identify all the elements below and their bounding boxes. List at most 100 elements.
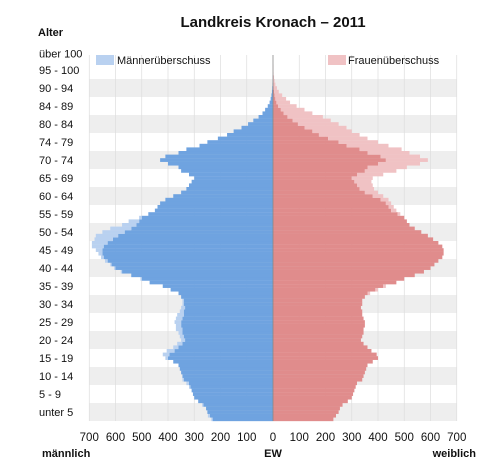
female-bar (273, 374, 364, 378)
female-bar (273, 370, 365, 375)
male-bar (253, 118, 273, 123)
female-bar (273, 259, 439, 263)
male-bar (192, 392, 273, 396)
female-bar (273, 237, 434, 242)
y-axis-title: Alter (38, 27, 64, 39)
female-bar (273, 161, 378, 166)
age-label: 80 - 84 (39, 119, 73, 131)
female-bar (273, 284, 384, 288)
male-bar (233, 129, 273, 134)
male-excess-bar (211, 417, 213, 422)
male-excess-bar (175, 323, 182, 328)
female-excess-bar (278, 104, 297, 108)
male-excess-bar (139, 215, 142, 220)
female-bar (273, 187, 360, 191)
female-bar (273, 212, 398, 216)
male-bar (118, 233, 273, 238)
male-bar (270, 97, 273, 101)
male-bar (131, 226, 273, 231)
age-label: 70 - 74 (39, 155, 73, 167)
female-bar (273, 298, 363, 303)
male-bar (182, 331, 273, 335)
male-bar (189, 183, 273, 188)
male-bar (183, 377, 273, 382)
male-excess-bar (140, 277, 142, 281)
female-bar (273, 320, 365, 324)
female-excess-bar (304, 125, 347, 130)
age-label: 90 - 94 (39, 83, 73, 95)
female-bar (273, 233, 428, 238)
female-excess-bar (273, 79, 275, 83)
male-excess-bar (114, 266, 116, 270)
male-excess-bar (166, 349, 175, 353)
legend-female-label: Frauenüberschuss (348, 55, 440, 67)
male-bar (111, 262, 273, 267)
male-bar (112, 237, 273, 242)
female-bar (273, 89, 275, 94)
male-bar (189, 381, 273, 386)
male-excess-bar (102, 230, 125, 234)
female-bar (273, 93, 275, 98)
female-bar (273, 255, 443, 260)
legend-male: Männerüberschuss (96, 55, 211, 67)
female-excess-bar (328, 136, 368, 141)
age-axis-labels: unter 5 5 - 9 10 - 14 15 - 19 20 - 24 25 - 29… (39, 48, 82, 419)
female-excess-bar (338, 140, 378, 144)
age-label: 30 - 34 (39, 299, 73, 311)
male-bar (107, 241, 273, 245)
male-bar (107, 259, 273, 263)
male-bar (162, 284, 273, 288)
male-excess-bar (177, 341, 183, 346)
female-bar (273, 352, 377, 357)
x-tick-label: 400 (368, 432, 387, 444)
male-bar (198, 399, 273, 404)
female-bar (273, 201, 386, 206)
female-excess-bar (276, 100, 291, 105)
female-excess-bar (391, 208, 397, 213)
age-label: 40 - 44 (39, 263, 73, 275)
male-bar (122, 269, 273, 274)
male-excess-bar (181, 338, 186, 342)
male-bar (183, 298, 273, 303)
female-excess-bar (287, 115, 323, 119)
male-bar (178, 363, 273, 368)
female-bar (273, 363, 368, 368)
male-excess-bar (174, 320, 182, 324)
female-excess-bar (274, 89, 279, 94)
male-bar (183, 302, 273, 306)
male-bar (190, 385, 273, 389)
female-excess-bar (367, 291, 371, 296)
male-bar (212, 417, 273, 422)
legend-female-swatch (328, 55, 346, 65)
male-excess-bar (128, 219, 140, 224)
female-bar (273, 205, 389, 209)
x-tick-label: 400 (158, 432, 177, 444)
male-bar (165, 154, 273, 159)
female-bar (273, 388, 355, 393)
female-excess-bar (346, 143, 389, 148)
female-excess-bar (367, 165, 407, 170)
female-bar (273, 241, 439, 245)
female-bar (273, 377, 363, 382)
male-bar (141, 215, 273, 220)
male-bar (203, 403, 273, 407)
male-bar (160, 201, 273, 206)
male-bar (199, 143, 273, 148)
female-excess-bar (312, 129, 352, 134)
male-bar (183, 309, 273, 314)
male-bar (207, 410, 273, 414)
male-bar (181, 323, 273, 328)
male-bar (136, 223, 273, 227)
female-bar (273, 305, 361, 310)
female-bar (273, 327, 364, 332)
male-excess-bar (98, 251, 103, 256)
male-bar (269, 100, 273, 105)
male-excess-bar (186, 381, 189, 386)
male-bar (185, 338, 273, 342)
female-bar (273, 183, 357, 188)
female-bar (273, 115, 288, 119)
x-axis-tick-labels: 700 600 500 400 300 200 100 0 100 200 300 400 500 600… (80, 432, 467, 444)
female-bar (273, 413, 336, 418)
female-bar (273, 385, 356, 389)
male-excess-bar (202, 403, 204, 407)
